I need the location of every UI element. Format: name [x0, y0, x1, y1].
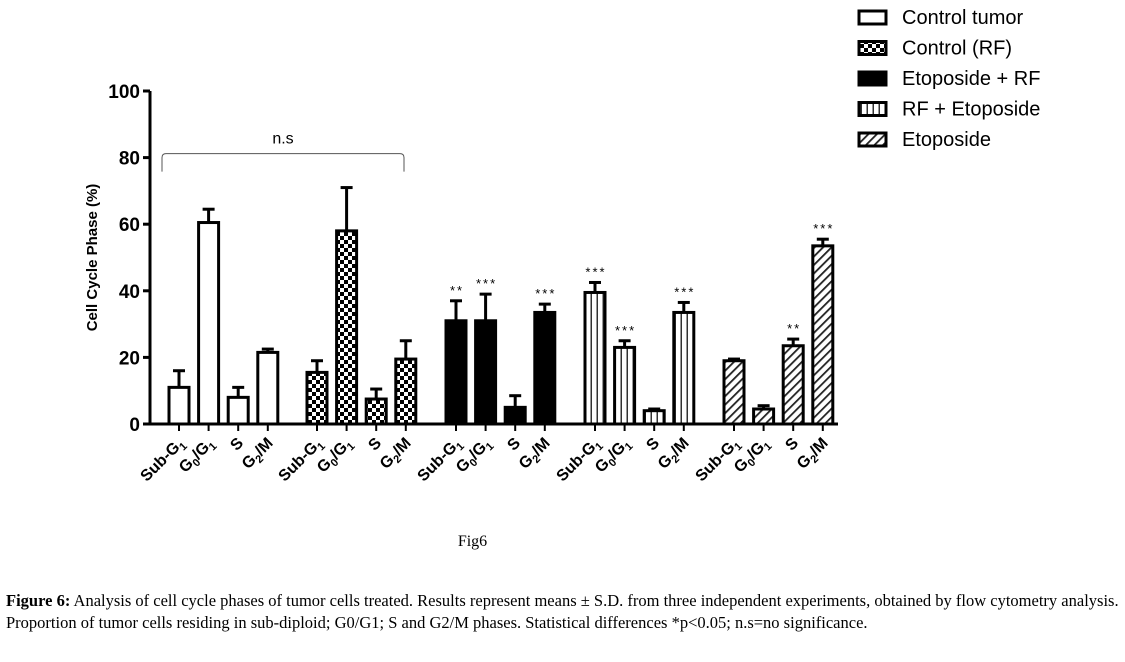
significance-label: *** [585, 264, 606, 279]
ns-bracket [161, 153, 405, 172]
x-tick-label: G2/M [239, 435, 279, 475]
bar [533, 310, 557, 426]
x-tick-label: G0/G1 [453, 435, 497, 479]
significance-label: *** [476, 276, 497, 291]
x-tick-label: G2/M [377, 435, 417, 475]
bar [781, 344, 805, 426]
bars [167, 186, 835, 426]
legend-swatch [857, 40, 888, 56]
significance-label: *** [674, 284, 695, 299]
y-tick-label: 100 [108, 82, 140, 103]
legend-swatch [857, 70, 888, 87]
legend: Control tumor Control (RF) Etoposide + RF R… [857, 7, 1040, 151]
y-axis-label: Cell Cycle Phase (%) [84, 184, 101, 332]
bar [364, 397, 388, 426]
bar [305, 370, 329, 426]
x-tick-label: G0/G1 [592, 435, 636, 479]
significance-label: *** [535, 286, 556, 301]
significance-label: ** [787, 321, 801, 336]
significance-label: *** [615, 323, 636, 338]
x-tick-label: G2/M [655, 435, 695, 475]
y-tick-label: 0 [129, 415, 140, 436]
caption-text: Analysis of cell cycle phases of tumor c… [6, 591, 1119, 632]
x-tick-label: S [782, 435, 802, 455]
bar [503, 405, 527, 426]
bar [335, 229, 359, 426]
bar [394, 357, 418, 426]
y-tick-label: 20 [119, 348, 140, 369]
x-tick-label: G0/G1 [314, 435, 358, 479]
bar [811, 244, 835, 426]
x-tick-label: S [504, 435, 524, 455]
y-tick-label: 40 [119, 282, 140, 303]
y-tick-label: 60 [119, 215, 140, 236]
annotations: ** ********************n.s [161, 131, 834, 338]
bar [642, 409, 666, 426]
figure-caption: Figure 6: Analysis of cell cycle phases … [6, 590, 1121, 634]
legend-label: Etoposide [902, 129, 991, 151]
significance-label: ** [450, 283, 464, 298]
x-tick-label: S [227, 435, 247, 455]
bar [256, 350, 280, 426]
x-tick-label: G2/M [516, 435, 556, 475]
x-tick-label: G2/M [794, 435, 834, 475]
bar [197, 221, 221, 426]
legend-swatch [857, 9, 888, 26]
x-tick-label: S [365, 435, 385, 455]
bar [722, 359, 746, 426]
x-tick-label: G0/G1 [731, 435, 775, 479]
bar [672, 310, 696, 426]
y-tick-label: 80 [119, 149, 140, 170]
bar [583, 290, 607, 426]
bar [444, 319, 468, 426]
ns-label: n.s [272, 131, 293, 148]
legend-swatch [857, 101, 888, 117]
x-tick-label: S [643, 435, 663, 455]
figure-label: Fig6 [457, 533, 488, 550]
caption-label: Figure 6: [6, 591, 71, 610]
legend-label: Control (RF) [902, 38, 1012, 60]
bar [167, 385, 191, 426]
legend-swatch [857, 131, 888, 148]
legend-label: RF + Etoposide [902, 99, 1040, 121]
bar [613, 345, 637, 426]
legend-label: Control tumor [902, 7, 1023, 29]
bar [752, 407, 776, 426]
x-tick-label: G0/G1 [176, 435, 220, 479]
legend-label: Etoposide + RF [902, 68, 1040, 90]
significance-label: *** [813, 221, 834, 236]
bar [474, 319, 498, 426]
bar [226, 395, 250, 426]
